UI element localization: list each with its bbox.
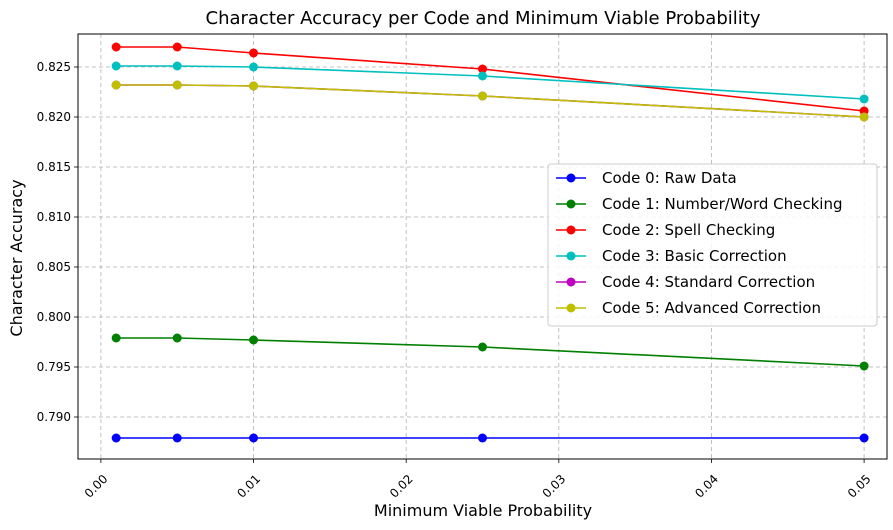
series-line: [111, 61, 869, 104]
series-path: [116, 84, 865, 118]
x-axis-label: Minimum Viable Probability: [374, 501, 592, 520]
data-point: [111, 80, 121, 90]
series-lines: [111, 42, 869, 443]
y-ticks: 0.790 0.795 0.800 0.805 0.810 0.815 0.820 0.825: [37, 60, 78, 424]
x-tick-label: 0.03: [540, 472, 569, 501]
legend-label: Code 4: Standard Correction: [602, 273, 815, 291]
y-tick-label: 0.795: [37, 360, 71, 374]
data-point: [172, 80, 182, 90]
plot-area-frame: [77, 33, 888, 460]
legend-swatch-marker: [566, 303, 576, 313]
data-point: [859, 433, 869, 443]
legend-label: Code 1: Number/Word Checking: [602, 195, 843, 213]
data-point: [172, 42, 182, 52]
data-point: [249, 335, 259, 345]
series-path: [116, 337, 865, 367]
data-point: [111, 433, 121, 443]
series-line: [111, 80, 869, 122]
data-point: [249, 433, 259, 443]
data-point: [478, 342, 487, 352]
data-point: [859, 361, 869, 371]
legend-swatch-marker: [566, 173, 576, 183]
series-path: [116, 46, 865, 112]
data-point: [249, 62, 259, 72]
x-ticks: 0.00 0.01 0.02 0.03 0.04 0.05: [82, 459, 874, 501]
y-tick-label: 0.810: [37, 210, 71, 224]
legend-swatch-marker: [566, 251, 576, 261]
data-point: [859, 94, 869, 104]
data-point: [249, 48, 259, 58]
legend-swatch-marker: [566, 199, 576, 209]
data-point: [478, 64, 487, 74]
data-point: [478, 433, 487, 443]
chart-title: Character Accuracy per Code and Minimum …: [206, 8, 761, 29]
x-tick-label: 0.02: [387, 472, 416, 501]
legend-swatch-marker: [566, 277, 576, 287]
data-point: [172, 333, 182, 343]
legend-swatch-marker: [566, 225, 576, 235]
series-path: [116, 84, 865, 118]
y-tick-label: 0.815: [37, 160, 71, 174]
series-line: [111, 42, 869, 116]
series-line: [111, 80, 869, 122]
data-point: [172, 61, 182, 71]
legend-entry: Code 0: Raw Data: [556, 169, 737, 187]
y-tick-label: 0.805: [37, 260, 71, 274]
series-line: [111, 433, 869, 443]
data-point: [111, 333, 121, 343]
data-point: [478, 91, 487, 101]
legend-box: [547, 163, 878, 327]
series-line: [111, 333, 869, 371]
x-tick-label: 0.04: [692, 472, 721, 501]
data-point: [111, 42, 121, 52]
data-point: [859, 112, 869, 122]
data-point: [111, 61, 121, 71]
x-tick-label: 0.00: [82, 472, 111, 501]
x-tick-label: 0.01: [234, 472, 263, 501]
legend-entry: Code 2: Spell Checking: [556, 221, 775, 239]
legend-label: Code 5: Advanced Correction: [602, 299, 821, 317]
legend: Code 0: Raw Data Code 1: Number/Word Chec…: [547, 163, 878, 327]
legend-entry: Code 5: Advanced Correction: [556, 299, 821, 317]
series-path: [116, 65, 865, 100]
legend-label: Code 2: Spell Checking: [602, 221, 775, 239]
y-tick-label: 0.820: [37, 110, 71, 124]
data-point: [172, 433, 182, 443]
legend-entry: Code 1: Number/Word Checking: [556, 195, 843, 213]
x-tick-label: 0.05: [845, 472, 874, 501]
y-tick-label: 0.800: [37, 310, 71, 324]
legend-label: Code 0: Raw Data: [602, 169, 737, 187]
data-point: [478, 71, 487, 81]
data-point: [249, 81, 259, 91]
y-axis-label: Character Accuracy: [7, 179, 26, 336]
y-tick-label: 0.825: [37, 60, 71, 74]
legend-label: Code 3: Basic Correction: [602, 247, 787, 265]
legend-entry: Code 4: Standard Correction: [556, 273, 815, 291]
y-tick-label: 0.790: [37, 410, 71, 424]
legend-entry: Code 3: Basic Correction: [556, 247, 787, 265]
